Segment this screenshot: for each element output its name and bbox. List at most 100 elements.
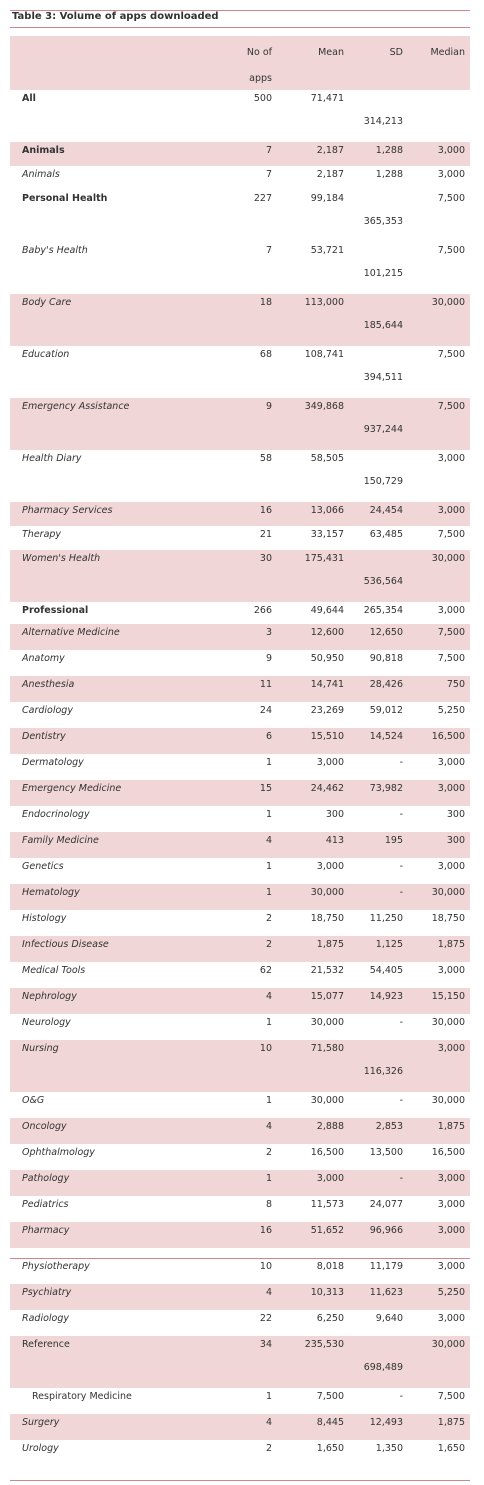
table-row: Personal Health 227 99,184 365,353 7,500: [10, 190, 470, 242]
cell-value: 937,244: [363, 424, 403, 435]
table-row: Radiology 22 6,250 9,640 3,000: [10, 1310, 470, 1336]
cell-value: 3,000: [437, 1173, 465, 1184]
row-label: Urology: [22, 1443, 59, 1454]
cell-value: 8,445: [316, 1417, 344, 1428]
table-row: Family Medicine 4 413 195 300: [10, 832, 470, 858]
cell-value: 265,354: [363, 605, 403, 616]
row-label: Women's Health: [22, 553, 101, 564]
cell-value: 300: [446, 809, 465, 820]
row-label: Therapy: [22, 529, 62, 540]
cell-value: 3: [265, 627, 272, 638]
cell-value: 300: [325, 809, 344, 820]
cell-value: -: [399, 1173, 403, 1184]
cell-value: 9: [265, 653, 272, 664]
cell-value: 50,950: [310, 653, 344, 664]
cell-value: 2,853: [375, 1121, 403, 1132]
cell-value: 175,431: [304, 553, 344, 564]
row-label: Dentistry: [22, 731, 66, 742]
cell-value: 73,982: [369, 783, 403, 794]
cell-value: 13,066: [310, 505, 344, 516]
cell-value: 1,875: [316, 939, 344, 950]
cell-value: 300: [446, 835, 465, 846]
cell-value: 3,000: [437, 965, 465, 976]
cell-value: 53,721: [310, 245, 344, 256]
column-header: Median: [430, 47, 465, 58]
cell-value: 71,580: [310, 1043, 344, 1054]
table-row: Pathology 1 3,000 - 3,000: [10, 1170, 470, 1196]
row-label: Family Medicine: [22, 835, 99, 846]
cell-value: 3,000: [437, 145, 465, 156]
cell-value: 116,326: [363, 1066, 403, 1077]
row-label: Baby's Health: [22, 245, 88, 256]
cell-value: 13,500: [369, 1147, 403, 1158]
cell-value: 2: [265, 939, 272, 950]
table-row: Hematology 1 30,000 - 30,000: [10, 884, 470, 910]
cell-value: 1: [265, 1095, 272, 1106]
cell-value: 15: [259, 783, 272, 794]
table-row: Cardiology 24 23,269 59,012 5,250: [10, 702, 470, 728]
table-row: Emergency Assistance 9 349,868 937,244 7,500: [10, 398, 470, 450]
cell-value: 7,500: [437, 627, 465, 638]
cell-value: 5,250: [437, 1287, 465, 1298]
row-label: O&G: [22, 1095, 45, 1106]
cell-value: 394,511: [363, 372, 403, 383]
cell-value: 3,000: [437, 505, 465, 516]
cell-value: 16: [259, 1225, 272, 1236]
cell-value: 99,184: [310, 193, 344, 204]
cell-value: 2: [265, 913, 272, 924]
cell-value: 3,000: [316, 861, 344, 872]
cell-value: 1,288: [375, 169, 403, 180]
cell-value: 62: [259, 965, 272, 976]
table-row: Neurology 1 30,000 - 30,000: [10, 1014, 470, 1040]
row-label: Emergency Medicine: [22, 783, 122, 794]
table-row: Pharmacy Services 16 13,066 24,454 3,000: [10, 502, 470, 526]
cell-value: 49,644: [310, 605, 344, 616]
cell-value: 11,250: [369, 913, 403, 924]
cell-value: -: [399, 1095, 403, 1106]
cell-value: 1,875: [437, 939, 465, 950]
cell-value: 1: [265, 1017, 272, 1028]
cell-value: 8: [265, 1199, 272, 1210]
cell-value: 16: [259, 505, 272, 516]
cell-value: 3,000: [437, 1313, 465, 1324]
cell-value: -: [399, 1017, 403, 1028]
row-label: Neurology: [22, 1017, 71, 1028]
cell-value: 22: [259, 1313, 272, 1324]
cell-value: 101,215: [363, 268, 403, 279]
cell-value: 54,405: [369, 965, 403, 976]
cell-value: 30: [259, 553, 272, 564]
cell-value: 96,966: [369, 1225, 403, 1236]
row-label: Surgery: [22, 1417, 60, 1428]
cell-value: 7: [265, 145, 272, 156]
cell-value: 10,313: [310, 1287, 344, 1298]
cell-value: 1,650: [316, 1443, 344, 1454]
cell-value: 3,000: [437, 1199, 465, 1210]
cell-value: 108,741: [304, 349, 344, 360]
cell-value: 11,179: [369, 1261, 403, 1272]
cell-value: 1: [265, 809, 272, 820]
cell-value: 7,500: [437, 653, 465, 664]
cell-value: 2,888: [316, 1121, 344, 1132]
cell-value: 2,187: [316, 169, 344, 180]
cell-value: 185,644: [363, 320, 403, 331]
table-row: Anatomy 9 50,950 90,818 7,500: [10, 650, 470, 676]
cell-value: 7: [265, 245, 272, 256]
cell-value: 11: [259, 679, 272, 690]
rule: [10, 1480, 470, 1481]
cell-value: 113,000: [304, 297, 344, 308]
cell-value: 23,269: [310, 705, 344, 716]
table-row: Dentistry 6 15,510 14,524 16,500: [10, 728, 470, 754]
cell-value: 15,150: [431, 991, 465, 1002]
cell-value: 2: [265, 1147, 272, 1158]
cell-value: 8,018: [316, 1261, 344, 1272]
cell-value: 4: [265, 1287, 272, 1298]
cell-value: 14,923: [369, 991, 403, 1002]
table-row: Baby's Health 7 53,721 101,215 7,500: [10, 242, 470, 294]
column-header: Mean: [318, 47, 344, 58]
cell-value: 1,875: [437, 1121, 465, 1132]
cell-value: 21: [259, 529, 272, 540]
cell-value: 30,000: [431, 553, 465, 564]
cell-value: 3,000: [437, 757, 465, 768]
cell-value: 30,000: [310, 887, 344, 898]
